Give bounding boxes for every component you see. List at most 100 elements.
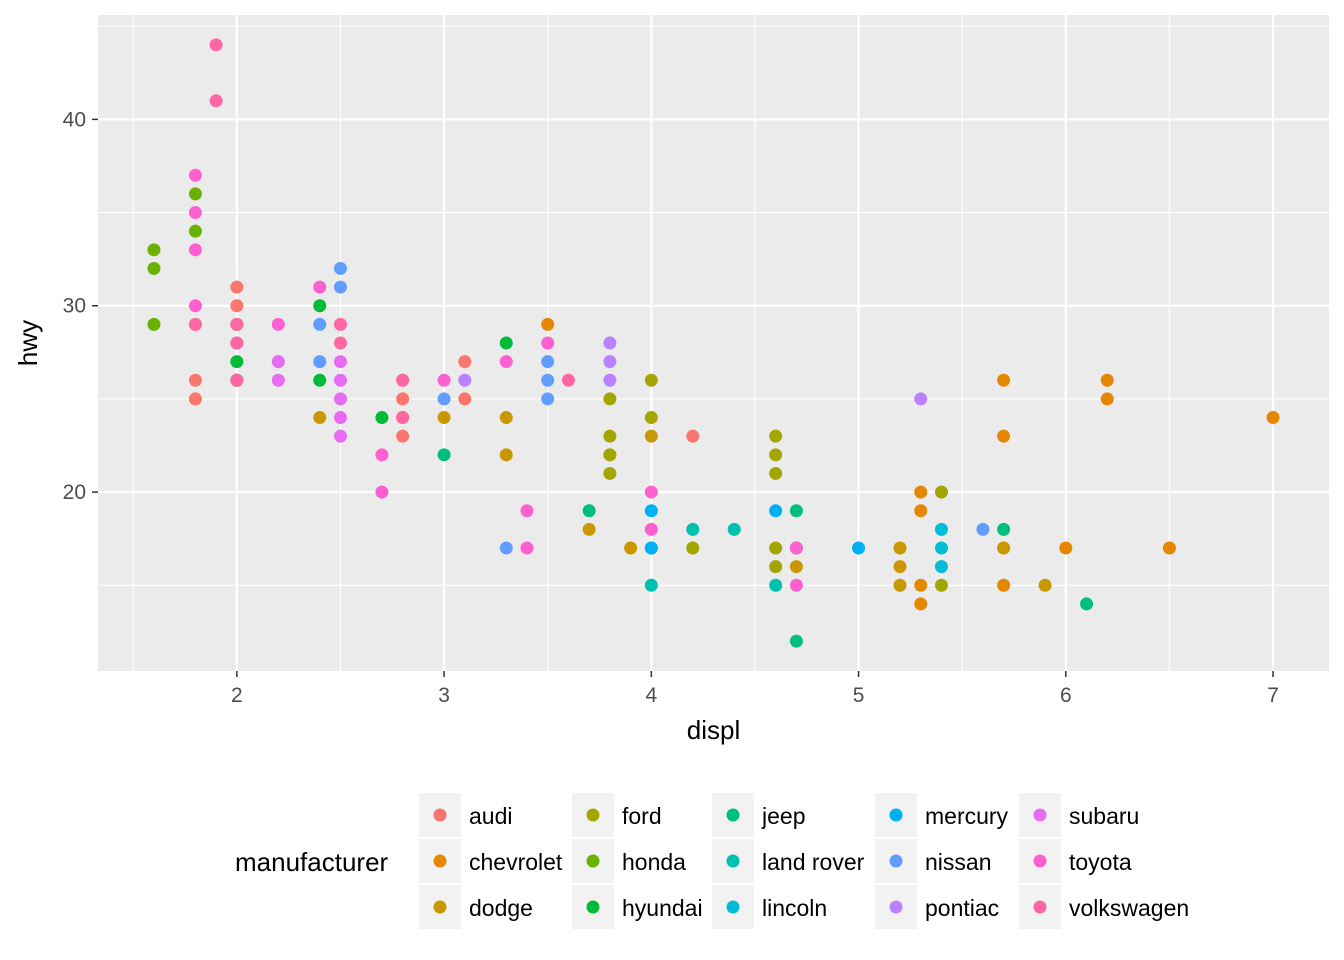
- data-point-chevrolet: [1100, 392, 1114, 406]
- legend-label: land rover: [762, 849, 865, 875]
- data-point-audi: [686, 429, 700, 443]
- x-tick-label: 6: [1060, 684, 1072, 707]
- legend-key-audi: [433, 808, 447, 822]
- data-point-chevrolet: [997, 429, 1011, 443]
- legend-label: mercury: [925, 803, 1009, 829]
- data-point-toyota: [520, 504, 534, 518]
- y-tick-label: 40: [63, 108, 86, 131]
- legend-label: nissan: [925, 849, 991, 875]
- data-point-audi: [458, 392, 472, 406]
- data-point-mercury: [644, 504, 658, 518]
- data-point-toyota: [188, 299, 202, 313]
- data-point-volkswagen: [561, 373, 575, 387]
- data-point-toyota: [375, 448, 389, 462]
- data-point-subaru: [333, 373, 347, 387]
- data-point-ford: [934, 485, 948, 499]
- data-point-toyota: [789, 541, 803, 555]
- data-point-toyota: [541, 336, 555, 350]
- legend: manufacturer audi chevrolet dodge ford honda…: [235, 793, 1189, 929]
- data-point-chevrolet: [1162, 541, 1176, 555]
- data-point-audi: [230, 299, 244, 313]
- data-point-nissan: [313, 355, 327, 369]
- data-point-toyota: [271, 317, 285, 331]
- data-point-dodge: [789, 560, 803, 574]
- data-point-pontiac: [603, 336, 617, 350]
- legend-key-mercury: [889, 808, 903, 822]
- data-point-nissan: [333, 280, 347, 294]
- data-point-volkswagen: [396, 373, 410, 387]
- legend-key-volkswagen: [1033, 900, 1047, 914]
- legend-key-honda: [586, 854, 600, 868]
- data-point-ford: [769, 429, 783, 443]
- data-point-nissan: [437, 392, 451, 406]
- data-point-honda: [147, 261, 161, 275]
- data-point-toyota: [375, 485, 389, 499]
- data-point-land-rover: [727, 522, 741, 536]
- data-point-ford: [769, 466, 783, 480]
- data-point-chevrolet: [997, 373, 1011, 387]
- data-point-hyundai: [375, 411, 389, 425]
- data-point-jeep: [997, 522, 1011, 536]
- data-point-ford: [644, 411, 658, 425]
- grid-lines: [98, 15, 1329, 671]
- data-point-chevrolet: [914, 504, 928, 518]
- data-point-subaru: [333, 355, 347, 369]
- data-point-honda: [188, 187, 202, 201]
- legend-label: pontiac: [925, 895, 999, 921]
- data-point-jeep: [789, 504, 803, 518]
- data-point-toyota: [644, 522, 658, 536]
- legend-key-land-rover: [726, 854, 740, 868]
- data-point-audi: [230, 280, 244, 294]
- data-point-mercury: [644, 541, 658, 555]
- legend-title: manufacturer: [235, 847, 389, 877]
- y-axis-title: hwy: [13, 320, 43, 366]
- data-point-jeep: [582, 504, 596, 518]
- data-point-nissan: [313, 317, 327, 331]
- data-point-audi: [396, 392, 410, 406]
- data-point-dodge: [644, 429, 658, 443]
- data-point-chevrolet: [1059, 541, 1073, 555]
- data-point-nissan: [499, 541, 513, 555]
- data-point-land-rover: [686, 522, 700, 536]
- legend-key-ford: [586, 808, 600, 822]
- data-point-dodge: [893, 541, 907, 555]
- data-point-volkswagen: [230, 317, 244, 331]
- x-tick-label: 3: [438, 684, 450, 707]
- data-point-subaru: [271, 373, 285, 387]
- data-point-honda: [147, 243, 161, 257]
- data-point-volkswagen: [333, 336, 347, 350]
- data-point-audi: [458, 355, 472, 369]
- data-point-dodge: [893, 560, 907, 574]
- data-point-volkswagen: [230, 373, 244, 387]
- data-point-ford: [769, 541, 783, 555]
- data-point-pontiac: [603, 355, 617, 369]
- legend-label: audi: [469, 803, 512, 829]
- data-point-ford: [603, 466, 617, 480]
- data-point-pontiac: [458, 373, 472, 387]
- legend-key-chevrolet: [433, 854, 447, 868]
- data-point-ford: [934, 578, 948, 592]
- data-point-volkswagen: [188, 317, 202, 331]
- data-point-jeep: [789, 634, 803, 648]
- data-point-chevrolet: [541, 317, 555, 331]
- legend-key-subaru: [1033, 808, 1047, 822]
- legend-label: hyundai: [622, 895, 703, 921]
- data-point-nissan: [976, 522, 990, 536]
- data-point-volkswagen: [396, 411, 410, 425]
- data-point-ford: [603, 392, 617, 406]
- plot-panel: [98, 15, 1329, 671]
- data-point-honda: [147, 317, 161, 331]
- data-point-nissan: [333, 261, 347, 275]
- data-point-volkswagen: [209, 94, 223, 108]
- data-point-chevrolet: [914, 485, 928, 499]
- data-point-toyota: [188, 168, 202, 182]
- data-point-toyota: [499, 355, 513, 369]
- data-point-lincoln: [934, 560, 948, 574]
- data-point-dodge: [1038, 578, 1052, 592]
- data-points: [147, 38, 1280, 648]
- data-point-audi: [396, 429, 410, 443]
- data-point-toyota: [789, 578, 803, 592]
- data-point-hyundai: [230, 355, 244, 369]
- data-point-chevrolet: [1100, 373, 1114, 387]
